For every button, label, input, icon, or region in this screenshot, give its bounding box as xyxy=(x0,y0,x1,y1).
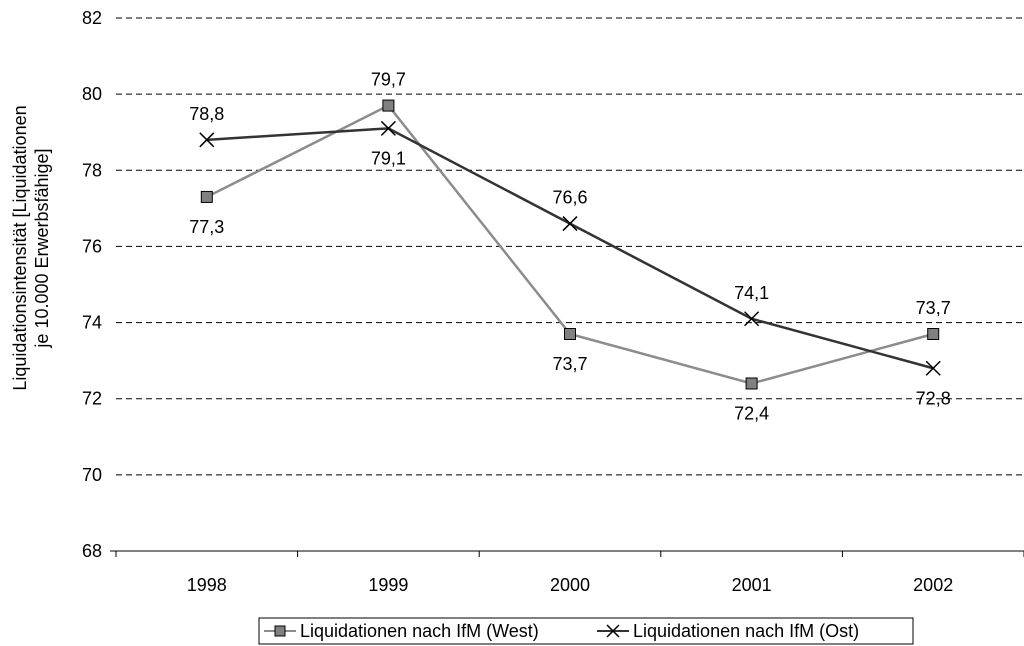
data-label-west-1998: 77,3 xyxy=(189,217,224,237)
data-label-ost-2000: 76,6 xyxy=(552,188,587,208)
legend-ost-marker xyxy=(606,624,620,638)
y-axis-label-line-1: Liquidationsintensität [Liquidationen xyxy=(10,105,30,390)
x-tick-label-1999: 1999 xyxy=(368,575,408,595)
data-label-ost-2002: 72,8 xyxy=(916,388,951,408)
data-labels: 77,3 79,7 73,7 72,4 73,7 78,8 79,1 76,6 74,1 72,8 xyxy=(189,70,950,424)
y-tick-label: 70 xyxy=(82,465,102,485)
y-tick-label: 78 xyxy=(82,160,102,180)
legend-ost-label: Liquidationen nach IfM (Ost) xyxy=(633,621,859,641)
y-tick-label: 82 xyxy=(82,8,102,28)
series-line-west xyxy=(206,103,934,385)
axes: 68 70 72 74 76 78 80 82 1998 1999 2000 2001 2002 xyxy=(82,8,1024,595)
data-label-west-2001: 72,4 xyxy=(734,403,769,423)
data-point-west-1998 xyxy=(200,190,213,203)
y-tick-label: 72 xyxy=(82,389,102,409)
data-point-ost-2002 xyxy=(925,360,941,376)
legend-box xyxy=(258,617,914,645)
x-tick-label-2001: 2001 xyxy=(732,575,772,595)
legend-west-label: Liquidationen nach IfM (West) xyxy=(300,621,539,641)
gridlines xyxy=(116,17,1024,476)
x-tick-label-2000: 2000 xyxy=(550,575,590,595)
y-tick-label: 68 xyxy=(82,541,102,561)
y-tick-label: 74 xyxy=(82,313,102,333)
data-label-west-2002: 73,7 xyxy=(916,298,951,318)
data-label-west-2000: 73,7 xyxy=(552,354,587,374)
y-tick-label: 80 xyxy=(82,84,102,104)
y-tick-label: 76 xyxy=(82,236,102,256)
data-point-ost-1998 xyxy=(199,132,215,148)
data-point-west-2000 xyxy=(564,327,576,340)
data-point-west-2002 xyxy=(927,327,940,340)
data-point-ost-2000 xyxy=(562,216,578,232)
data-point-west-2001 xyxy=(745,377,758,390)
data-label-ost-2001: 74,1 xyxy=(734,283,769,303)
y-axis-label-line-2: je 10.000 Erwerbsfähige] xyxy=(32,148,52,348)
series xyxy=(199,99,941,390)
x-tick-label-1998: 1998 xyxy=(187,575,227,595)
legend-west-marker xyxy=(274,625,286,637)
data-point-west-1999 xyxy=(382,99,395,112)
legend: Liquidationen nach IfM (West) Liquidatio… xyxy=(258,617,914,645)
data-label-ost-1998: 78,8 xyxy=(189,104,224,124)
data-label-ost-1999: 79,1 xyxy=(371,148,406,168)
data-point-ost-2001 xyxy=(744,311,760,327)
data-point-ost-1999 xyxy=(380,120,396,136)
x-tick-label-2002: 2002 xyxy=(913,575,953,595)
data-label-west-1999: 79,7 xyxy=(371,70,406,90)
